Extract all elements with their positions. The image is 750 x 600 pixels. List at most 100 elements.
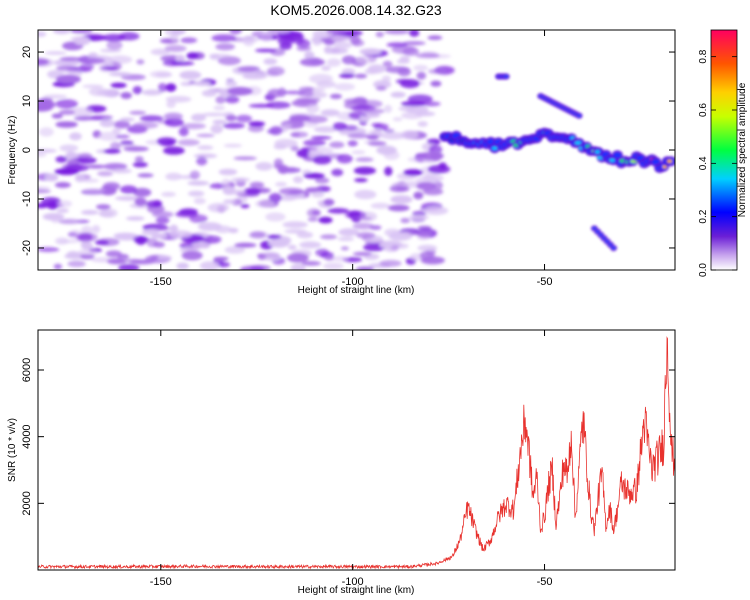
noise-blob <box>370 202 391 209</box>
noise-blob <box>337 236 355 242</box>
noise-blob <box>336 154 353 164</box>
noise-blob <box>132 162 148 168</box>
noise-blob <box>120 185 138 194</box>
noise-blob <box>145 200 163 208</box>
noise-blob <box>155 216 170 224</box>
noise-blob <box>413 191 424 200</box>
noise-blob <box>290 263 306 270</box>
noise-blob <box>52 30 71 35</box>
noise-blob <box>88 87 108 97</box>
noise-blob <box>149 70 172 78</box>
colorbar-tick-label: 0.0 <box>698 263 709 277</box>
noise-blob <box>356 266 374 270</box>
noise-blob <box>408 215 430 220</box>
noise-blob <box>282 221 308 229</box>
noise-blob <box>311 191 325 198</box>
noise-blob <box>207 203 230 213</box>
noise-blob <box>255 48 277 53</box>
noise-blob <box>299 58 325 67</box>
noise-blob <box>215 96 226 104</box>
noise-blob <box>163 112 183 121</box>
noise-blob <box>422 174 444 182</box>
noise-blob <box>59 69 80 74</box>
noise-blob <box>259 32 273 42</box>
noise-blob <box>129 259 156 265</box>
noise-blob <box>40 101 57 109</box>
noise-blob <box>428 68 445 74</box>
snr-x-label: Height of straight line (km) <box>298 585 415 596</box>
noise-blob <box>188 190 205 197</box>
noise-blob <box>98 210 114 217</box>
noise-blob <box>231 177 251 182</box>
noise-blob <box>69 30 93 34</box>
noise-blob <box>113 120 131 129</box>
noise-blob <box>355 157 374 162</box>
noise-blob <box>134 197 147 207</box>
noise-blob <box>427 35 443 40</box>
noise-blob <box>383 245 399 253</box>
noise-blob <box>354 189 377 200</box>
noise-blob <box>247 124 264 133</box>
noise-blob <box>53 263 63 270</box>
noise-blob <box>323 46 333 54</box>
noise-blob <box>177 139 200 146</box>
noise-blob <box>115 195 141 201</box>
noise-blob <box>222 122 245 129</box>
noise-blob <box>112 127 121 134</box>
noise-blob <box>189 214 208 223</box>
noise-blob <box>356 232 376 239</box>
noise-blob <box>97 131 122 141</box>
noise-blob <box>306 208 321 218</box>
noise-blob <box>223 199 236 205</box>
noise-blob <box>301 261 322 266</box>
noise-blob <box>108 72 132 77</box>
noise-blob <box>308 146 334 156</box>
y-tick-label: 4000 <box>21 424 33 448</box>
noise-blob <box>199 261 220 270</box>
noise-blob <box>187 180 210 186</box>
noise-blob <box>181 123 206 130</box>
noise-blob <box>197 222 222 232</box>
noise-blob <box>59 56 82 62</box>
noise-blob <box>139 115 164 122</box>
noise-blob <box>265 101 291 109</box>
snr-panel: -150 -100 -50 2000 4000 6000 Height of straig… <box>7 329 676 596</box>
x-tick-label: -50 <box>537 576 553 588</box>
noise-blob <box>197 145 214 150</box>
noise-blob <box>149 255 159 260</box>
noise-blob <box>375 85 387 91</box>
noise-blob <box>113 232 137 239</box>
noise-blob <box>94 240 109 245</box>
noise-blob <box>243 38 255 47</box>
noise-blob <box>383 150 400 160</box>
noise-blob <box>221 178 231 188</box>
noise-blob <box>333 41 352 49</box>
noise-blob <box>180 37 198 44</box>
noise-blob <box>97 171 114 177</box>
noise-blob <box>38 186 51 190</box>
noise-blob <box>81 188 106 194</box>
noise-blob <box>371 122 383 127</box>
noise-blob <box>304 115 328 124</box>
noise-blob <box>170 32 179 42</box>
noise-blob <box>403 169 423 176</box>
noise-blob <box>192 241 210 249</box>
noise-blob <box>306 103 320 114</box>
noise-blob <box>212 119 227 125</box>
noise-blob <box>257 253 267 261</box>
y-tick-label: -20 <box>21 240 33 256</box>
noise-blob <box>343 125 358 131</box>
noise-blob <box>73 36 91 46</box>
noise-blob <box>427 164 451 174</box>
noise-blob <box>225 95 240 104</box>
noise-blob <box>161 191 176 197</box>
signal-band <box>613 152 622 158</box>
noise-blob <box>120 92 132 99</box>
noise-blob <box>416 71 427 80</box>
noise-blob <box>123 146 149 152</box>
noise-blob <box>318 216 333 224</box>
noise-blob <box>110 82 127 89</box>
noise-blob <box>103 148 121 154</box>
noise-blob <box>261 251 281 261</box>
noise-blob <box>267 234 282 240</box>
